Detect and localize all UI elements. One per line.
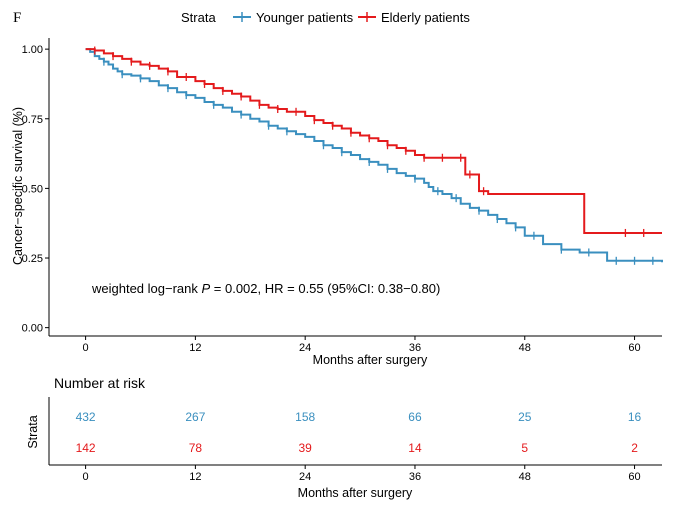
risk-x-tick-label: 24 — [299, 471, 311, 483]
y-tick-label: 0.25 — [22, 253, 43, 265]
plot-axes: 0.00 0.25 0.50 0.75 1.00 0 12 24 36 48 60 — [22, 38, 662, 354]
annotation-suffix: = 0.002, HR = 0.55 (95%CI: 0.38−0.80) — [210, 281, 440, 296]
risk-table-x-title: Months after surgery — [298, 486, 413, 500]
risk-table: Number at risk Strata 0 12 24 36 48 60 432 267… — [26, 375, 662, 500]
legend-title: Strata — [181, 10, 216, 25]
x-tick-label: 36 — [409, 342, 421, 354]
y-axis-title: Cancer−specific survival (%) — [11, 107, 25, 265]
y-tick-label: 1.00 — [22, 44, 43, 56]
risk-value-younger: 25 — [518, 410, 532, 424]
survival-line-elderly — [85, 48, 662, 234]
risk-x-tick-label: 0 — [83, 471, 89, 483]
log-rank-annotation: weighted log−rank P = 0.002, HR = 0.55 (… — [91, 281, 440, 296]
y-tick-label: 0.50 — [22, 183, 43, 195]
x-tick-label: 60 — [628, 342, 640, 354]
legend-label-younger: Younger patients — [256, 10, 354, 25]
x-tick-label: 24 — [299, 342, 311, 354]
risk-x-tick-label: 36 — [409, 471, 421, 483]
risk-value-younger: 158 — [295, 410, 315, 424]
legend-swatch-younger — [233, 12, 251, 22]
risk-table-values: 432 267 158 66 25 16 142 78 39 14 5 2 — [76, 410, 642, 455]
x-tick-label: 48 — [519, 342, 531, 354]
y-tick-label: 0.00 — [22, 323, 43, 335]
risk-table-y-title: Strata — [26, 415, 40, 448]
risk-value-elderly: 14 — [408, 441, 422, 455]
risk-x-tick-label: 60 — [628, 471, 640, 483]
x-axis-title: Months after surgery — [313, 353, 428, 367]
survival-plot: 0.00 0.25 0.50 0.75 1.00 0 12 24 36 48 60 weighted… — [11, 38, 663, 367]
risk-x-tick-label: 48 — [519, 471, 531, 483]
risk-value-elderly: 5 — [521, 441, 528, 455]
risk-value-younger: 432 — [76, 410, 96, 424]
risk-value-elderly: 142 — [76, 441, 96, 455]
y-tick-label: 0.75 — [22, 114, 43, 126]
risk-table-title: Number at risk — [54, 375, 146, 391]
x-tick-label: 12 — [189, 342, 201, 354]
risk-value-elderly: 39 — [298, 441, 312, 455]
risk-value-elderly: 78 — [189, 441, 203, 455]
legend-swatch-elderly — [358, 12, 376, 22]
series-elderly — [85, 46, 662, 237]
legend-label-elderly: Elderly patients — [381, 10, 470, 25]
risk-value-younger: 66 — [408, 410, 422, 424]
legend: Strata Younger patients Elderly patients — [181, 10, 470, 25]
annotation-prefix: weighted log−rank — [91, 281, 202, 296]
panel-letter: F — [13, 10, 21, 26]
survival-curves — [85, 46, 663, 265]
annotation-p-symbol: P — [202, 281, 211, 296]
survival-line-younger — [85, 48, 663, 263]
risk-x-tick-label: 12 — [189, 471, 201, 483]
risk-value-younger: 267 — [185, 410, 205, 424]
x-tick-label: 0 — [83, 342, 89, 354]
risk-value-elderly: 2 — [631, 441, 638, 455]
risk-table-axes: 0 12 24 36 48 60 — [48, 397, 662, 483]
series-younger — [85, 48, 663, 265]
risk-value-younger: 16 — [628, 410, 642, 424]
